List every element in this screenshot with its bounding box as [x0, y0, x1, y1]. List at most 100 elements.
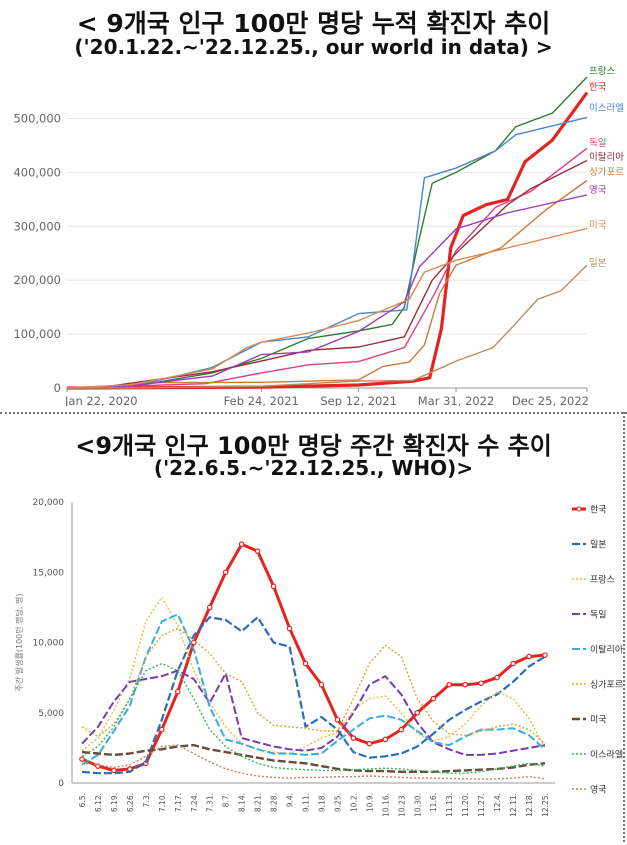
- legend-label: 이스라엘: [590, 750, 623, 761]
- data-point: [366, 740, 373, 747]
- data-point: [79, 756, 85, 762]
- data-point: [238, 541, 245, 547]
- y-tick-label: 300,000: [13, 219, 61, 233]
- data-point: [159, 726, 165, 733]
- chart1-title: < 9개국 인구 100만 명당 누적 확진자 추이: [76, 9, 551, 38]
- legend-label: 이탈리아: [590, 645, 624, 656]
- series-line: [66, 147, 588, 389]
- x-tick-label: 8.7.: [222, 793, 231, 807]
- series-line: [81, 596, 546, 755]
- data-point: [206, 604, 213, 611]
- data-point: [398, 726, 405, 733]
- x-tick-label: 12.25.: [541, 793, 550, 817]
- x-tick-label: Mar 31, 2022: [418, 394, 495, 406]
- x-tick-label: 9.25.: [333, 793, 342, 812]
- y-tick-label: 100,000: [13, 327, 61, 341]
- y-tick-label: 500,000: [13, 112, 61, 126]
- x-tick-label: 9.18.: [317, 793, 326, 812]
- data-point: [382, 736, 389, 743]
- x-tick-label: 7.10.: [158, 793, 167, 812]
- y-tick-label: 10,000: [33, 639, 65, 649]
- x-tick-label: 7.31.: [206, 793, 215, 812]
- legend-label: 프랑스: [590, 574, 615, 586]
- y-tick-label: 400,000: [13, 165, 61, 179]
- series-label: 이스라엘: [589, 103, 624, 114]
- series-line: [66, 91, 589, 390]
- y-tick-label: 5,000: [38, 709, 64, 719]
- x-tick-label: 7.17.: [174, 793, 183, 812]
- series-label: 한국: [589, 82, 607, 93]
- x-tick-label: 6.19.: [110, 793, 119, 812]
- series-label: 프랑스: [589, 66, 615, 77]
- legend-label: 영국: [590, 785, 607, 796]
- data-point: [334, 716, 341, 723]
- x-tick-label: 6.5.: [78, 793, 87, 807]
- data-point: [462, 681, 468, 688]
- series-line: [66, 227, 588, 389]
- x-tick-label: 12.4.: [493, 793, 502, 812]
- x-tick-label: 7.3.: [142, 793, 151, 807]
- y-tick-label: 15,000: [33, 568, 65, 578]
- cumulative-cases-chart: 0 100,000 200,000 300,000 400,000 500,000 Jan …: [13, 66, 624, 406]
- legend-label: 독일: [590, 610, 607, 621]
- data-point: [318, 681, 325, 688]
- data-point: [430, 695, 437, 702]
- data-point: [270, 583, 277, 590]
- chart2-title: <9개국 인구 100만 명당 주간 확진자 수 추이: [75, 432, 552, 460]
- y-tick-label: 0: [54, 381, 61, 395]
- series-line: [81, 743, 546, 773]
- y-tick-label: 200,000: [13, 273, 61, 287]
- series-line: [81, 662, 546, 774]
- series-line: [66, 159, 588, 389]
- data-point: [414, 709, 421, 716]
- data-point: [446, 681, 453, 688]
- series-label: 영국: [589, 185, 607, 196]
- data-point: [190, 639, 197, 646]
- series-line: [66, 116, 588, 389]
- section-divider: [0, 412, 627, 414]
- x-tick-label: 7.24.: [190, 793, 199, 812]
- x-tick-label: 10.2.: [349, 793, 358, 812]
- data-point: [286, 625, 293, 632]
- data-point: [526, 653, 532, 660]
- data-point: [222, 569, 229, 576]
- data-point: [350, 735, 357, 741]
- legend-marker: [576, 506, 582, 512]
- x-tick-label: 12.11.: [509, 793, 518, 817]
- data-point: [542, 652, 548, 658]
- x-tick-label: Feb 24, 2021: [224, 394, 299, 406]
- data-point: [111, 767, 117, 774]
- x-tick-label: Dec 25, 2022: [512, 394, 589, 406]
- x-tick-label: 9.4.: [286, 793, 295, 807]
- x-tick-label: Jan 22, 2020: [64, 394, 138, 406]
- x-tick-label: 8.14.: [238, 793, 247, 812]
- x-tick-label: 9.11.: [302, 793, 311, 812]
- x-tick-label: 12.18.: [525, 793, 534, 817]
- series-label: 미국: [589, 220, 607, 231]
- series-label: 싱가포르: [589, 167, 624, 178]
- legend-label: 한국: [590, 505, 607, 516]
- weekly-cases-chart: 0 5,000 10,000 15,000 20,000 주간 발생률(100만 명당, …: [14, 498, 624, 817]
- series-line: [66, 194, 588, 389]
- series-line: [66, 76, 588, 389]
- series-line: [81, 669, 546, 756]
- series-line: [66, 179, 588, 389]
- data-point: [478, 680, 484, 687]
- data-point: [174, 688, 181, 695]
- x-tick-label: 11.6.: [429, 793, 438, 812]
- x-tick-label: Sep 12, 2021: [320, 394, 397, 406]
- series-label: 일본: [589, 258, 607, 269]
- series-line: [81, 613, 546, 766]
- chart1-subtitle: ('20.1.22.~'22.12.25., our world in data…: [74, 35, 553, 59]
- x-tick-label: 11.20.: [461, 793, 470, 817]
- series-line: [66, 264, 588, 389]
- series-line: [81, 542, 546, 772]
- series-line: [81, 744, 546, 780]
- series-label: 이탈리아: [589, 151, 624, 163]
- legend-label: 일본: [590, 540, 607, 551]
- legend-label: 미국: [590, 715, 607, 726]
- data-point: [254, 548, 261, 554]
- x-tick-label: 6.26.: [126, 793, 135, 812]
- x-tick-label: 10.16.: [381, 793, 390, 817]
- x-tick-label: 6.12.: [94, 793, 103, 812]
